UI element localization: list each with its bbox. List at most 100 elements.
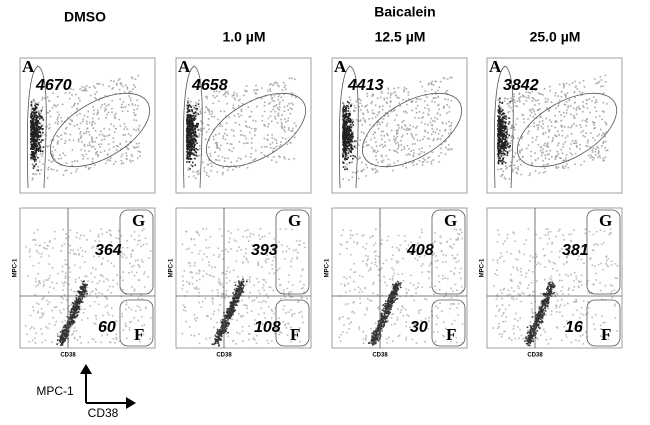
event-dot [282,81,285,84]
event-dot [60,138,63,140]
event-dot [195,147,197,150]
event-dot [80,342,82,344]
event-dot [104,107,107,110]
event-dot [388,309,390,311]
event-dot [211,300,214,303]
event-dot [188,140,191,142]
event-dot [35,108,37,110]
event-dot [68,139,71,141]
event-dot [76,301,79,304]
event-dot [289,112,292,115]
event-dot [259,238,261,241]
event-dot [121,153,124,156]
event-dot [122,85,124,88]
event-dot [35,116,37,119]
event-dot [50,139,53,142]
event-dot [361,161,363,164]
event-dot [115,145,118,147]
event-dot [215,90,218,93]
event-dot [198,144,201,147]
event-dot [347,129,349,132]
event-dot [142,333,145,336]
event-dot [230,315,232,318]
event-dot [94,341,97,343]
event-dot [219,281,221,284]
event-dot [47,291,50,294]
event-dot [250,310,253,313]
event-dot [413,247,415,250]
event-dot [229,309,232,312]
event-dot [48,159,50,162]
event-dot [290,102,293,105]
event-dot [268,232,271,235]
event-dot [226,321,229,324]
event-dot [122,134,125,136]
event-dot [384,141,386,143]
event-dot [37,148,40,151]
event-dot [188,104,190,106]
event-dot [349,118,352,121]
event-dot [37,131,39,134]
event-dot [426,137,429,140]
event-dot [71,160,74,163]
event-dot [397,141,399,144]
event-dot [380,315,383,318]
event-dot [215,342,217,344]
event-dot [363,119,366,122]
event-dot [344,157,347,159]
event-dot [293,122,296,124]
event-dot [70,88,72,90]
event-dot [61,329,64,332]
event-dot [35,114,37,116]
event-dot [37,101,40,104]
event-dot [255,84,257,87]
event-dot [195,140,197,142]
event-dot [274,117,277,120]
event-dot [353,140,356,142]
event-dot [112,141,115,143]
event-dot [398,334,401,337]
event-dot [271,97,273,100]
event-dot [135,119,138,122]
event-dot [260,307,263,310]
event-dot [345,130,348,132]
event-dot [100,263,103,266]
event-dot [235,297,238,300]
event-dot [228,317,231,320]
event-dot [65,162,68,164]
event-dot [347,144,349,147]
event-dot [390,294,393,296]
event-dot [298,244,301,247]
event-dot [346,158,348,160]
event-dot [184,306,186,309]
event-dot [35,332,38,334]
event-dot [397,146,400,148]
event-dot [187,97,190,100]
event-dot [67,329,70,332]
event-dot [187,145,189,148]
event-dot [340,234,343,237]
event-dot [393,109,396,111]
event-dot [198,278,201,281]
event-dot [290,92,293,94]
event-dot [64,259,67,261]
event-dot [86,283,88,286]
event-dot [89,294,91,297]
event-dot [398,102,401,104]
event-dot [392,289,395,291]
event-dot [392,313,394,315]
plot-frame [175,207,312,349]
event-dot [52,160,55,163]
event-dot [266,339,269,342]
event-dot [235,300,237,303]
event-dot [211,266,213,269]
event-dot [224,315,226,317]
event-dot [130,153,133,156]
event-dot [374,261,377,264]
event-dot [412,149,415,152]
event-dot [190,114,193,117]
event-dot [342,114,345,117]
event-dot [69,133,72,136]
event-dot [226,315,229,317]
event-dot [345,104,348,107]
